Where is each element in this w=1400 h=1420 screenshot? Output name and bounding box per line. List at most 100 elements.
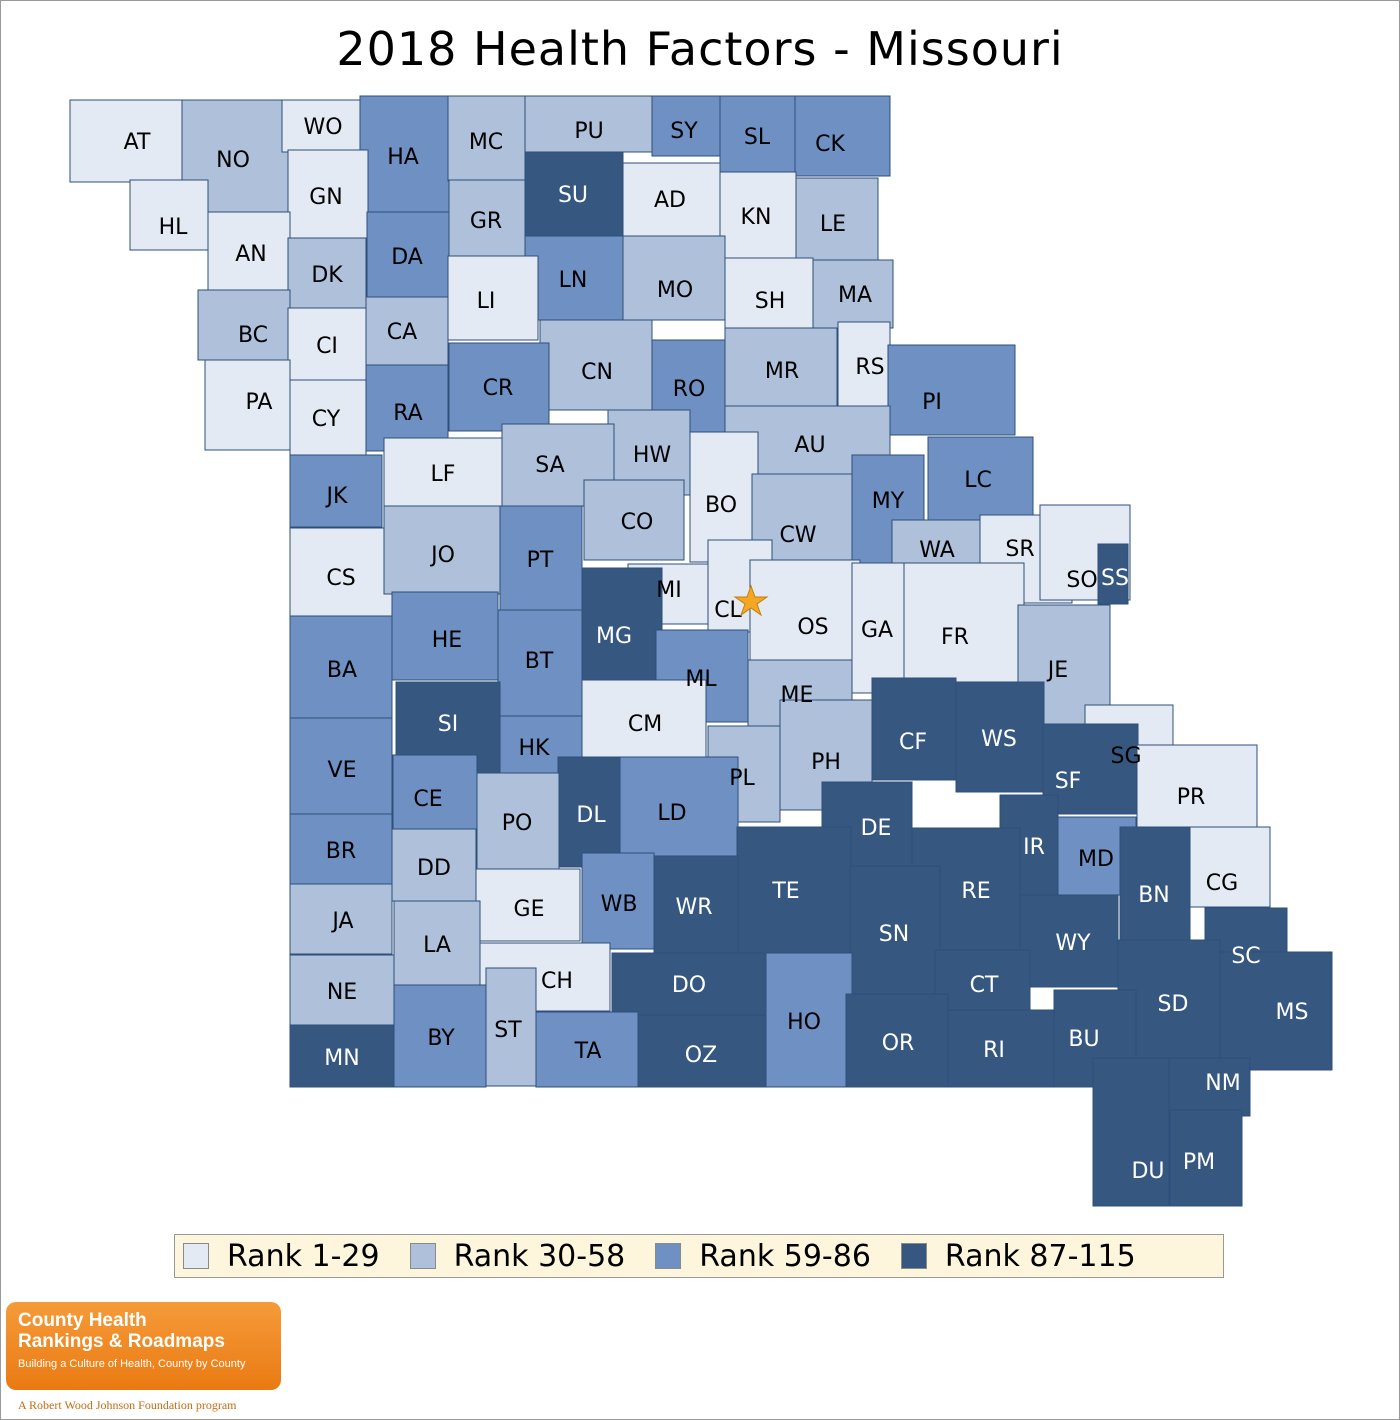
county-ws[interactable] xyxy=(955,681,1045,793)
county-mr[interactable] xyxy=(724,327,838,407)
county-label-ms: MS xyxy=(1276,1000,1309,1025)
county-ad[interactable] xyxy=(622,162,721,237)
county-bc[interactable] xyxy=(197,289,291,361)
county-label-sr: SR xyxy=(1005,537,1034,562)
county-label-bn: BN xyxy=(1138,883,1170,908)
county-pm[interactable] xyxy=(1169,1109,1243,1207)
county-cr[interactable] xyxy=(448,342,550,432)
county-label-wb: WB xyxy=(601,892,638,917)
county-dd[interactable] xyxy=(391,828,477,902)
county-ca[interactable] xyxy=(365,296,449,366)
county-ln[interactable] xyxy=(524,235,626,321)
county-wr[interactable] xyxy=(653,855,739,955)
county-cn[interactable] xyxy=(539,319,653,411)
county-dl[interactable] xyxy=(557,756,621,868)
county-st[interactable] xyxy=(485,967,537,1087)
county-or[interactable] xyxy=(845,993,949,1088)
county-ja[interactable] xyxy=(289,883,393,955)
county-le[interactable] xyxy=(795,177,879,261)
county-mn[interactable] xyxy=(289,1024,395,1088)
county-cw[interactable] xyxy=(751,473,855,563)
county-cs[interactable] xyxy=(289,527,393,617)
county-label-mr: MR xyxy=(765,359,799,384)
county-gn[interactable] xyxy=(287,149,369,239)
county-po[interactable] xyxy=(476,772,560,870)
county-label-sf: SF xyxy=(1055,769,1082,794)
county-ce[interactable] xyxy=(392,754,478,830)
county-do[interactable] xyxy=(611,952,767,1016)
county-fr[interactable] xyxy=(903,562,1025,684)
county-br[interactable] xyxy=(289,813,393,885)
county-ne[interactable] xyxy=(289,954,395,1026)
county-ld[interactable] xyxy=(619,756,739,858)
county-li[interactable] xyxy=(447,255,539,341)
legend-item-rank-30-58: Rank 30-58 xyxy=(409,1239,625,1274)
county-label-md: MD xyxy=(1078,847,1114,872)
county-ge[interactable] xyxy=(475,868,581,942)
county-ta[interactable] xyxy=(535,1011,639,1088)
county-mc[interactable] xyxy=(447,95,527,182)
county-os[interactable] xyxy=(749,559,861,665)
county-bn[interactable] xyxy=(1119,826,1191,946)
county-label-ve: VE xyxy=(328,758,357,783)
county-pi[interactable] xyxy=(887,344,1016,436)
county-co[interactable] xyxy=(583,479,685,561)
county-sf[interactable] xyxy=(1042,723,1139,815)
county-oz[interactable] xyxy=(637,1014,767,1088)
county-ms[interactable] xyxy=(1219,951,1333,1071)
county-label-cg: CG xyxy=(1206,871,1238,896)
county-label-au: AU xyxy=(794,433,825,458)
county-wb[interactable] xyxy=(581,852,655,950)
county-cf[interactable] xyxy=(871,677,957,781)
county-label-ph: PH xyxy=(811,750,841,775)
county-label-ga: GA xyxy=(861,618,893,643)
county-gr[interactable] xyxy=(448,179,526,257)
county-ho[interactable] xyxy=(765,952,853,1088)
county-sh[interactable] xyxy=(724,257,814,341)
county-dk[interactable] xyxy=(287,237,367,309)
county-jk[interactable] xyxy=(289,454,383,528)
county-at[interactable] xyxy=(69,99,183,183)
county-mo[interactable] xyxy=(622,235,726,321)
county-wo[interactable] xyxy=(281,99,363,153)
county-label-gr: GR xyxy=(470,209,502,234)
county-nm[interactable] xyxy=(1167,1057,1251,1117)
county-ve[interactable] xyxy=(289,717,393,815)
county-sn[interactable] xyxy=(849,865,941,995)
county-te[interactable] xyxy=(736,826,852,954)
county-lf[interactable] xyxy=(383,437,503,511)
county-ri[interactable] xyxy=(947,1009,1055,1088)
county-la[interactable] xyxy=(393,900,481,988)
legend-item-rank-59-86: Rank 59-86 xyxy=(655,1239,871,1274)
county-label-ja: JA xyxy=(330,909,353,934)
county-du[interactable] xyxy=(1092,1057,1170,1207)
county-label-jo: JO xyxy=(429,543,455,568)
county-label-pl: PL xyxy=(729,766,755,791)
legend-item-rank-87-115: Rank 87-115 xyxy=(900,1239,1136,1274)
county-label-ro: RO xyxy=(673,377,706,402)
county-ct[interactable] xyxy=(934,949,1031,1011)
county-jo[interactable] xyxy=(383,505,501,595)
county-ha[interactable] xyxy=(359,95,451,213)
county-da[interactable] xyxy=(366,211,450,298)
county-wy[interactable] xyxy=(1019,894,1119,988)
county-ck[interactable] xyxy=(794,95,891,177)
county-pt[interactable] xyxy=(499,505,583,611)
county-pr[interactable] xyxy=(1136,744,1258,828)
county-su[interactable] xyxy=(524,151,624,237)
county-bt[interactable] xyxy=(497,609,583,719)
county-label-so: SO xyxy=(1066,568,1097,593)
county-ga[interactable] xyxy=(851,562,905,694)
county-label-do: DO xyxy=(672,973,706,998)
county-label-ca: CA xyxy=(387,320,417,345)
county-health-rankings-logo[interactable]: County Health Rankings & Roadmaps Buildi… xyxy=(6,1302,281,1390)
county-ra[interactable] xyxy=(365,364,449,452)
county-sy[interactable] xyxy=(651,95,721,157)
county-label-po: PO xyxy=(502,811,533,836)
county-label-ta: TA xyxy=(574,1039,602,1064)
county-ma[interactable] xyxy=(812,259,894,329)
county-cg[interactable] xyxy=(1189,826,1271,908)
county-an[interactable] xyxy=(207,211,291,293)
county-ss[interactable] xyxy=(1097,543,1129,605)
county-lc[interactable] xyxy=(927,436,1034,521)
